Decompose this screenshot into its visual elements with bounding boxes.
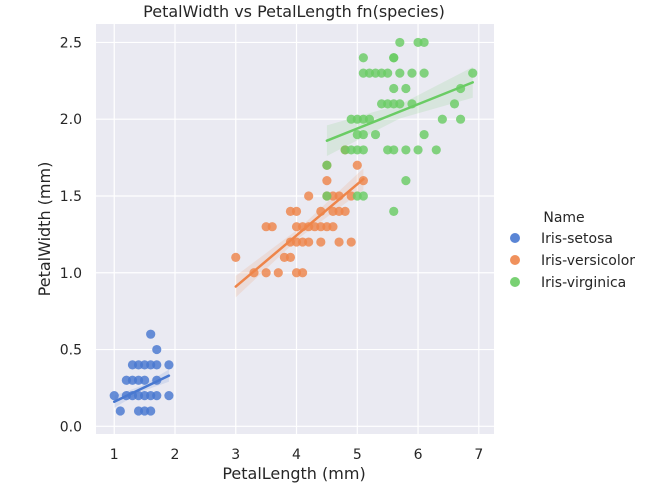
data-point [413,145,423,155]
data-point [352,145,362,155]
regression-line [325,81,474,142]
data-point [285,252,296,263]
x-tick-label: 6 [414,447,423,463]
legend-marker [510,255,520,265]
regression-line [234,177,365,288]
data-point [370,129,381,140]
data-point [164,360,174,370]
legend-label: Iris-versicolor [541,253,635,269]
data-point [358,53,368,63]
data-point [352,160,362,170]
data-point [401,145,411,155]
data-point [109,391,119,401]
y-tick-label: 2.0 [60,112,82,128]
data-point [407,68,417,78]
data-point [340,206,350,216]
data-point [291,206,302,216]
data-point [146,406,156,416]
data-point [146,329,156,339]
data-point [389,145,399,155]
data-point [231,252,241,263]
data-point [316,237,326,247]
data-point [383,68,393,78]
data-point [322,160,332,170]
data-point [419,68,429,78]
data-point [304,191,314,201]
data-point [140,375,150,385]
x-tick-label: 4 [292,447,301,463]
data-point [121,375,131,385]
data-point [449,99,460,109]
y-tick-label: 1.5 [60,189,82,205]
data-point [401,176,411,186]
data-point [437,114,447,124]
data-point [419,37,429,48]
data-point [261,268,271,278]
data-point [468,68,478,78]
legend-label: Iris-virginica [541,275,626,291]
data-point [431,145,441,155]
data-point [395,99,405,109]
data-point [395,68,405,78]
data-point [358,191,368,201]
y-tick-label: 0.0 [60,419,82,435]
data-point [164,391,174,401]
data-point [389,53,399,63]
data-point [389,206,399,216]
data-point [152,344,162,355]
x-tick-label: 7 [474,447,483,463]
data-point [115,406,125,416]
x-tick-label: 5 [353,447,362,463]
data-point [419,129,429,140]
data-point [273,268,283,278]
data-point [358,129,368,140]
data-point [401,83,411,94]
data-point [395,37,405,48]
x-tick-label: 2 [171,447,180,463]
legend-marker [510,277,520,287]
x-tick-label: 1 [110,447,119,463]
legend-marker [510,233,520,243]
data-point [455,114,466,124]
data-point [133,360,144,370]
data-point [322,176,332,186]
x-tick-label: 3 [231,447,240,463]
data-point [389,83,399,94]
chart-title: PetalWidth vs PetalLength fn(species) [143,2,445,21]
legend-title: Name [543,210,584,226]
y-axis-label: PetalWidth (mm) [35,162,54,297]
legend-label: Iris-setosa [541,231,613,247]
data-point [152,360,162,370]
data-point [267,222,277,232]
data-point [322,191,332,201]
data-point [328,222,338,232]
x-axis-label: PetalLength (mm) [222,464,365,483]
y-tick-labels: 0.0 0.5 1.0 1.5 2.0 2.5 [60,35,82,435]
regression-line [112,374,171,404]
data-point [346,237,356,247]
data-points [109,37,478,416]
y-tick-label: 0.5 [60,343,82,359]
data-point [334,237,344,247]
x-tick-labels: 1 2 3 4 5 6 7 [110,447,484,463]
data-point [304,237,314,247]
y-tick-label: 2.5 [60,35,82,51]
data-point [297,268,308,278]
y-tick-label: 1.0 [60,266,82,282]
regression-lines [112,81,474,404]
data-point [152,391,162,401]
legend: Name Iris-setosa Iris-versicolor Iris-virg… [510,210,635,291]
